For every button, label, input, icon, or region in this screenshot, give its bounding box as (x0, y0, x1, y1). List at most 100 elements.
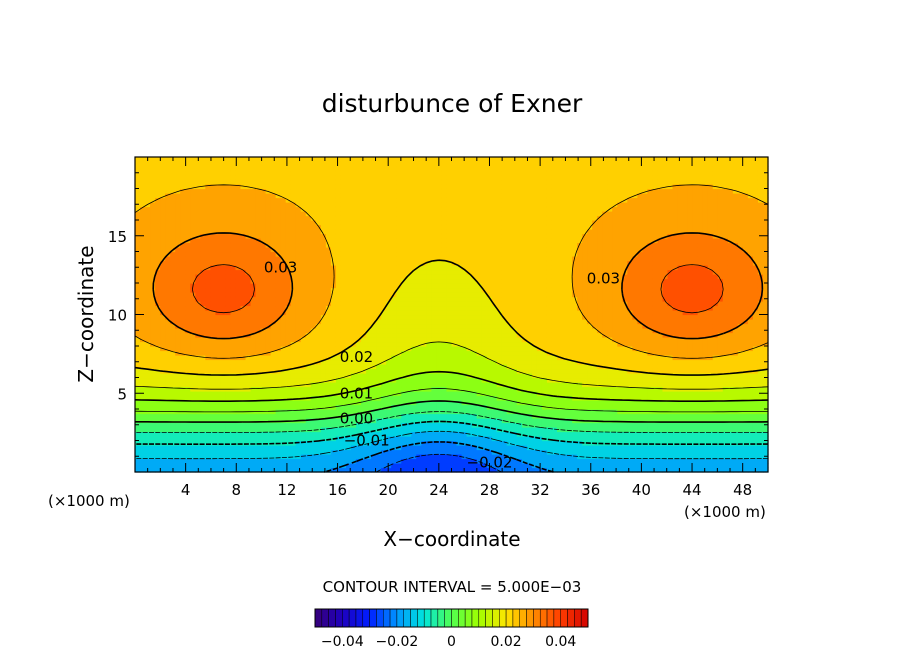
field-cell (290, 368, 297, 374)
field-cell (315, 296, 322, 302)
field-cell (416, 274, 422, 280)
field-cell (170, 382, 176, 388)
field-cell (386, 328, 392, 334)
field-cell (175, 449, 181, 455)
field-cell (340, 274, 347, 280)
field-cell (486, 314, 493, 320)
field-cell (235, 220, 242, 226)
field-cell (235, 283, 242, 289)
field-cell (426, 404, 432, 410)
field-cell (230, 224, 237, 230)
field-cell (381, 350, 387, 356)
field-cell (330, 157, 337, 163)
field-cell (320, 251, 327, 257)
field-cell (471, 184, 478, 190)
field-cell (310, 377, 317, 383)
field-cell (185, 445, 191, 451)
field-cell (140, 301, 146, 307)
field-cell (215, 463, 221, 469)
field-cell (150, 211, 156, 217)
field-cell (245, 382, 252, 388)
field-cell (471, 328, 478, 334)
field-cell (396, 305, 402, 311)
field-cell (436, 287, 443, 293)
field-cell (145, 188, 151, 194)
field-cell (235, 346, 242, 352)
field-cell (481, 427, 488, 433)
field-cell (446, 463, 453, 469)
field-cell (491, 404, 498, 410)
field-cell (386, 170, 392, 176)
field-cell (361, 431, 367, 437)
field-cell (325, 166, 332, 172)
field-cell (200, 314, 206, 320)
field-cell (275, 332, 282, 338)
field-cell (135, 467, 141, 473)
field-cell (305, 467, 312, 473)
field-cell (300, 233, 307, 239)
field-cell (185, 260, 191, 266)
field-cell (431, 341, 438, 347)
field-cell (270, 215, 277, 221)
field-cell (305, 427, 312, 433)
field-cell (481, 395, 488, 401)
field-cell (481, 161, 488, 167)
field-cell (310, 211, 317, 217)
field-cell (150, 449, 156, 455)
field-cell (140, 251, 146, 257)
field-cell (320, 197, 327, 203)
field-cell (235, 296, 242, 302)
field-cell (456, 292, 463, 298)
field-cell (346, 202, 352, 208)
field-cell (195, 193, 201, 199)
field-cell (346, 404, 352, 410)
field-cell (165, 440, 171, 446)
field-cell (391, 364, 397, 370)
field-cell (366, 418, 372, 424)
field-cell (381, 346, 387, 352)
field-cell (320, 224, 327, 230)
field-cell (165, 467, 171, 473)
field-cell (295, 436, 302, 442)
field-cell (335, 346, 342, 352)
field-cell (180, 188, 186, 194)
field-cell (486, 166, 493, 172)
field-cell (371, 274, 377, 280)
field-cell (190, 436, 196, 442)
field-cell (401, 346, 407, 352)
field-cell (210, 463, 216, 469)
field-cell (391, 166, 397, 172)
field-cell (215, 265, 221, 271)
field-cell (260, 413, 267, 419)
field-cell (290, 296, 297, 302)
field-cell (486, 229, 493, 235)
field-cell (200, 301, 206, 307)
field-cell (180, 296, 186, 302)
field-cell (155, 211, 161, 217)
field-cell (356, 422, 362, 428)
field-cell (135, 229, 141, 235)
field-cell (220, 265, 227, 271)
field-cell (135, 449, 141, 455)
field-cell (315, 229, 322, 235)
field-cell (486, 278, 493, 284)
field-cell (200, 463, 206, 469)
plot-area: 0.030.030.020.010.00−0.01−0.02 4 8 12 16 20 2… (108, 156, 769, 499)
field-cell (180, 161, 186, 167)
field-cell (250, 269, 257, 275)
field-cell (391, 269, 397, 275)
field-cell (330, 328, 337, 334)
field-cell (371, 400, 377, 406)
field-cell (195, 247, 201, 253)
field-cell (225, 215, 232, 221)
field-cell (250, 458, 257, 464)
field-cell (255, 341, 262, 347)
field-cell (466, 175, 473, 181)
field-cell (285, 274, 292, 280)
field-cell (471, 427, 478, 433)
field-cell (461, 341, 468, 347)
field-cell (391, 238, 397, 244)
field-cell (265, 269, 272, 275)
field-cell (155, 206, 161, 212)
field-cell (230, 251, 237, 257)
